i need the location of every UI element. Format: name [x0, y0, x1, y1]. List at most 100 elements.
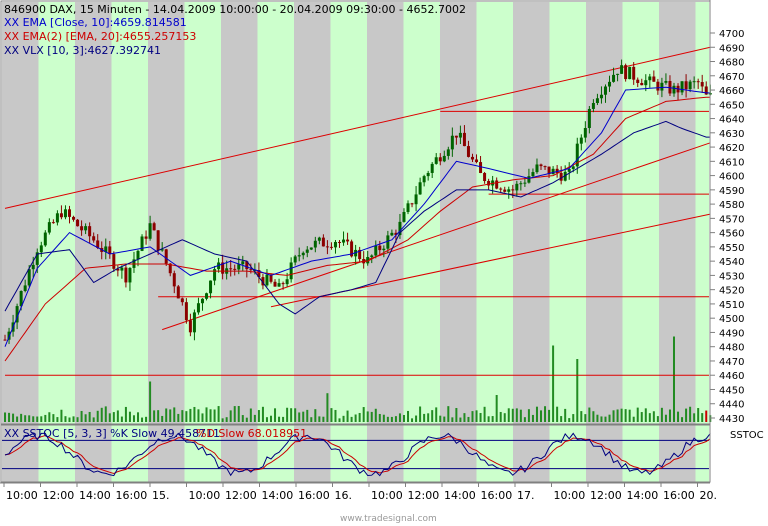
candle-body	[249, 269, 253, 271]
candle-body	[55, 213, 59, 223]
candle-body	[479, 162, 483, 174]
candle-body	[612, 74, 616, 82]
price-tick-label: 4490	[719, 328, 744, 339]
time-tick-label: 16:00	[298, 489, 330, 502]
trend-line[interactable]	[162, 142, 711, 331]
volume-bar	[443, 416, 446, 422]
volume-bar	[624, 409, 627, 422]
volume-bar	[12, 413, 15, 422]
candle-body	[648, 76, 652, 81]
price-tick-label: 4690	[719, 43, 744, 54]
candle-body	[35, 252, 39, 265]
volume-bar	[608, 414, 611, 422]
candle-body	[519, 183, 523, 185]
stoch-legend-d[interactable]: %D Slow 68.018951	[196, 427, 307, 440]
candle-body	[63, 209, 67, 218]
volume-bar	[269, 415, 272, 422]
candle-body	[148, 223, 152, 239]
candle-body	[301, 252, 305, 256]
volume-bar	[378, 413, 381, 422]
candle-body	[233, 268, 237, 270]
price-axis: 4700 4690 4680 4670 4660 4650 4640 4630 4620 4610…	[710, 29, 744, 425]
stoch-legend-k[interactable]: XX SSTOC [5, 3, 3] %K Slow 49.458711	[4, 427, 220, 440]
volume-bar	[471, 411, 474, 422]
stoch-d-line	[4, 434, 711, 475]
volume-bar	[491, 416, 494, 422]
volume-bar	[28, 415, 31, 422]
volume-bar	[564, 408, 567, 422]
volume-bar	[76, 417, 79, 422]
vlx-line	[4, 120, 711, 315]
candle-body	[200, 298, 204, 304]
price-tick-label: 4540	[719, 257, 744, 268]
candle-body	[358, 249, 362, 259]
ema-legend[interactable]: XX EMA [Close, 10]:4659.814581	[4, 16, 187, 29]
volume-bar	[350, 416, 353, 422]
candle-body	[418, 182, 422, 195]
volume-bar	[604, 416, 607, 422]
candle-body	[442, 155, 446, 162]
volume-bar	[523, 417, 526, 422]
volume-bar	[128, 411, 131, 422]
candle-body	[374, 245, 378, 256]
candle-body	[539, 164, 543, 167]
candle-body	[507, 189, 511, 192]
candle-body	[366, 257, 370, 264]
volume-bar	[652, 411, 655, 422]
volume-bar	[278, 416, 281, 422]
candle-body	[398, 221, 402, 236]
candle-body	[188, 320, 192, 333]
volume-bar	[36, 416, 39, 422]
volume-bar	[544, 406, 547, 422]
candle-body	[72, 216, 76, 220]
volume-bar	[261, 406, 264, 422]
trend-line[interactable]	[4, 46, 711, 209]
volume-bar	[253, 414, 256, 422]
time-band	[184, 2, 221, 482]
volume-bar	[72, 416, 75, 422]
vlx-legend[interactable]: XX VLX [10, 3]:4627.392741	[4, 44, 161, 57]
volume-bar	[495, 395, 498, 422]
volume-bar	[32, 416, 35, 422]
candle-body	[555, 168, 559, 173]
candle-body	[660, 82, 664, 91]
volume-bar	[689, 406, 692, 422]
ema2-legend[interactable]: XX EMA(2) [EMA, 20]:4655.257153	[4, 30, 196, 43]
candle-body	[305, 249, 309, 253]
volume-bar	[612, 410, 615, 422]
volume-bar	[459, 417, 462, 422]
volume-bar	[664, 414, 667, 422]
price-tick-label: 4660	[719, 86, 744, 97]
candle-body	[454, 135, 458, 138]
time-tick-label: 10:00	[554, 489, 586, 502]
candle-body	[567, 168, 571, 172]
time-band	[440, 2, 477, 482]
volume-bar	[507, 408, 510, 422]
candle-body	[221, 262, 225, 274]
volume-bar	[427, 413, 430, 422]
volume-bar	[205, 407, 208, 422]
candle-body	[668, 80, 672, 94]
price-tick-label: 4520	[719, 286, 744, 297]
time-band	[622, 2, 659, 482]
volume-bar	[169, 409, 172, 422]
volume-bar	[290, 408, 293, 422]
candle-body	[430, 163, 434, 173]
time-band	[2, 2, 39, 482]
volume-bar	[531, 414, 534, 422]
time-tick-label: 12:00	[408, 489, 440, 502]
volume-bar	[314, 409, 317, 422]
volume-bar	[318, 416, 321, 422]
volume-bar	[370, 411, 373, 422]
candle-body	[599, 94, 603, 99]
time-axis: 10:00 12:00 14:00 16:00 15. 10:00 12:00 14:00 16…	[0, 482, 717, 502]
candle-body	[196, 303, 200, 313]
time-tick-label: 14:00	[79, 489, 111, 502]
candle-body	[297, 255, 301, 257]
volume-bar	[44, 414, 47, 422]
candle-body	[152, 223, 156, 231]
candle-body	[164, 249, 168, 264]
candle-body	[475, 159, 479, 163]
candle-body	[608, 81, 612, 87]
volume-bar	[24, 415, 27, 422]
